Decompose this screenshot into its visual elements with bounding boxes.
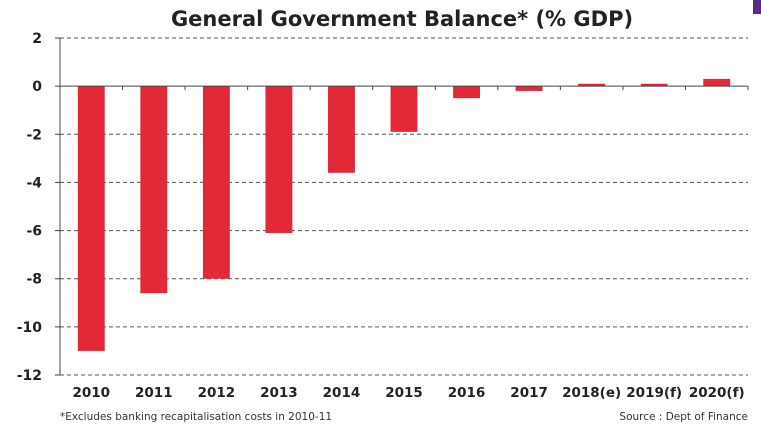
x-tick-label: 2010: [72, 385, 110, 401]
bar: [140, 86, 168, 294]
y-tick-label: -10: [17, 320, 43, 336]
x-tick-label: 2016: [448, 385, 486, 401]
x-tick-labels: 2010 2011 2012 2013 2014 2015 2016 2017 2018(e) 2…: [72, 385, 744, 401]
y-tick-label: -6: [26, 224, 42, 240]
y-tick-label: -8: [26, 272, 42, 288]
footnote: *Excludes banking recapitalisation costs…: [60, 411, 332, 423]
x-tick-label: 2018(e): [562, 385, 621, 401]
x-tick-label: 2011: [135, 385, 173, 401]
x-tick-label: 2015: [385, 385, 423, 401]
bar: [640, 83, 668, 87]
y-tick-label: -4: [26, 175, 42, 191]
x-tick-label: 2013: [260, 385, 298, 401]
y-tick-labels: 2 0 -2 -4 -6 -8 -10 -12: [17, 31, 43, 384]
x-tick-label: 2012: [198, 385, 236, 401]
bar: [77, 86, 105, 351]
bar: [328, 86, 355, 173]
x-tick-label: 2014: [323, 385, 361, 401]
bar: [453, 86, 480, 99]
bar: [703, 78, 731, 87]
x-tick-label: 2019(f): [626, 385, 682, 401]
grid-layer: [55, 37, 748, 376]
corner-accent: [753, 0, 761, 14]
bar: [390, 86, 418, 132]
y-tick-label: -2: [26, 127, 42, 143]
y-tick-label: 0: [32, 79, 42, 95]
chart-title: General Government Balance* (% GDP): [171, 7, 633, 31]
x-tick-label: 2020(f): [689, 385, 745, 401]
bars-layer: [77, 78, 731, 351]
y-tick-label: -12: [17, 368, 42, 384]
axis-layer: [59, 38, 749, 375]
x-tick-label: 2017: [510, 385, 548, 401]
y-tick-label: 2: [32, 31, 42, 47]
source-note: Source : Dept of Finance: [619, 411, 748, 423]
bar: [515, 86, 543, 91]
bar: [265, 86, 293, 233]
bar: [578, 83, 606, 87]
bar: [202, 86, 230, 279]
